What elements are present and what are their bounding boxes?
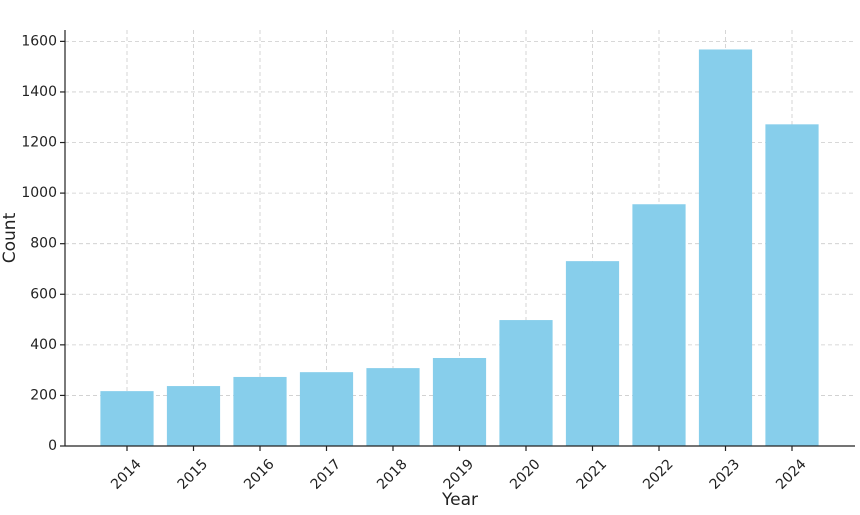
bar	[366, 368, 420, 446]
x-tick-label: 2016	[241, 456, 278, 493]
y-tick-label: 1000	[21, 185, 57, 201]
bar	[698, 49, 753, 446]
x-tick-label: 2018	[374, 456, 411, 493]
y-tick-label: 1600	[21, 33, 57, 49]
bar	[100, 391, 154, 446]
y-axis-label: Count	[0, 212, 20, 263]
x-tick-label: 2024	[773, 456, 810, 493]
bar	[166, 386, 221, 446]
y-tick-label: 1200	[21, 135, 57, 151]
x-axis-label: Year	[441, 490, 478, 510]
bar	[432, 357, 487, 446]
bar	[499, 320, 553, 446]
y-tick-label: 200	[30, 387, 57, 403]
bar	[233, 376, 287, 446]
x-tick-label: 2021	[574, 456, 611, 493]
bar	[632, 204, 686, 446]
x-tick-label: 2023	[707, 456, 744, 493]
y-tick-label: 0	[48, 438, 57, 454]
x-tick-label: 2020	[507, 456, 544, 493]
y-tick-label: 1400	[21, 84, 57, 100]
x-tick-label: 2017	[308, 456, 345, 493]
x-tick-label: 2019	[441, 456, 478, 493]
x-tick-label: 2022	[640, 456, 677, 493]
x-tick-label: 2015	[175, 456, 212, 493]
bar	[299, 372, 354, 446]
bar	[765, 124, 819, 446]
bar	[565, 261, 620, 446]
y-tick-label: 600	[30, 286, 57, 302]
y-tick-label: 800	[30, 236, 57, 252]
y-tick-label: 400	[30, 337, 57, 353]
x-tick-label: 2014	[108, 456, 145, 493]
